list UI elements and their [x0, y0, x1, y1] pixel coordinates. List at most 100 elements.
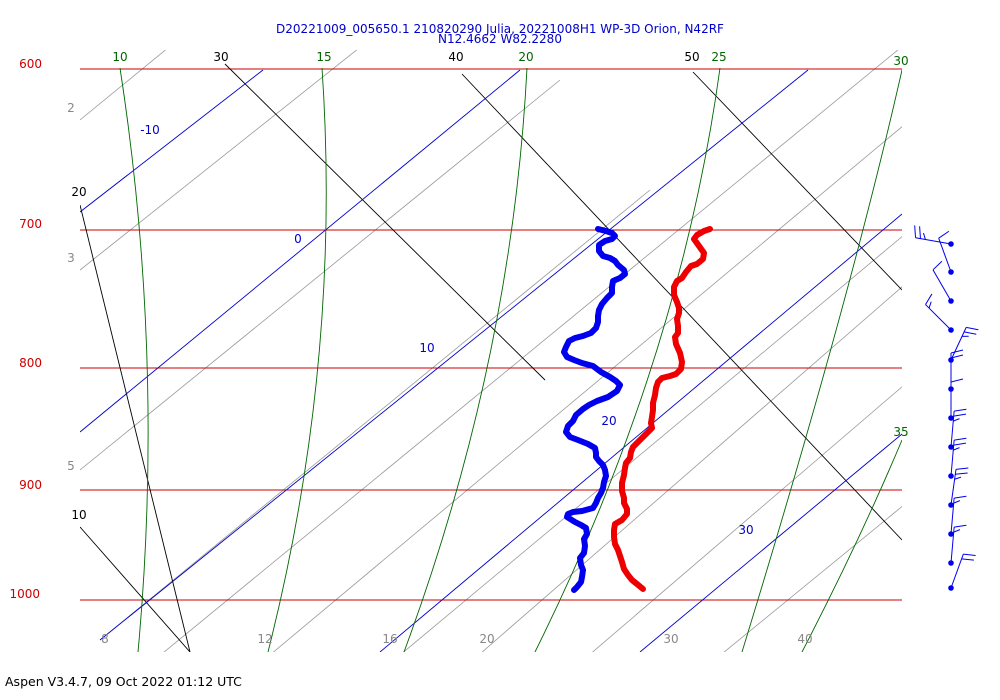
wind-barb-feather [923, 232, 926, 240]
isotherm-line [80, 204, 191, 652]
mixing-ratio-line [592, 386, 902, 652]
adiabat-label-20: 20 [518, 50, 533, 64]
wind-barb-feather [954, 495, 967, 499]
mixing-label-30: 30 [663, 632, 678, 646]
temperature-labels: 30 40 50 20 10 [71, 50, 699, 522]
isotherm-line-blue [379, 213, 902, 652]
wind-barb-feather [932, 260, 943, 271]
temp-label-50: 50 [684, 50, 699, 64]
pressure-label-800: 800 [19, 356, 42, 370]
dry-adiabat [741, 69, 902, 652]
adiabat-label-15: 15 [316, 50, 331, 64]
mixing-label-16: 16 [382, 632, 397, 646]
isotherm-line [461, 73, 902, 541]
isotherm-label-minus10: -10 [140, 123, 160, 137]
wind-barb-feather [938, 230, 950, 239]
mixing-ratio-line [402, 236, 902, 652]
mixing-ratio-line [163, 50, 899, 652]
wind-barb-feather [964, 331, 977, 335]
wind-barb [948, 349, 964, 392]
sounding-profiles [561, 226, 713, 593]
wind-barb-feather [953, 529, 961, 533]
wind-barb-staff [925, 304, 952, 331]
isotherm-label-10: 10 [419, 341, 434, 355]
wind-barb-staff [932, 269, 952, 302]
wind-barb-staff [950, 440, 955, 477]
wind-barb-feather [955, 472, 968, 475]
wind-barb-feather [961, 558, 974, 561]
mixing-label-20: 20 [479, 632, 494, 646]
wind-barb-feather [954, 524, 967, 528]
wind-barb-staff [915, 237, 952, 245]
adiabat-label-30: 30 [893, 54, 908, 68]
adiabat-label-35: 35 [893, 425, 908, 439]
isobar-lines [80, 68, 902, 601]
isotherm-line-blue [80, 69, 521, 433]
wind-barb-feather [963, 553, 976, 556]
wind-barb-feather [914, 225, 917, 238]
wind-barb [914, 225, 954, 247]
wind-barb-feather [955, 467, 969, 470]
dry-adiabat [534, 67, 721, 652]
wind-barb-feather [954, 408, 967, 412]
mixing-ratio-line [99, 189, 651, 641]
wind-barb-feather [919, 226, 921, 239]
green-curves [119, 67, 902, 652]
isotherm-line-blue [80, 69, 264, 213]
wind-barb-feather [950, 378, 964, 383]
black-diagonals [80, 63, 902, 652]
wind-barb-staff [950, 527, 955, 564]
isotherm-label-30: 30 [738, 523, 753, 537]
dry-adiabat [403, 67, 528, 652]
pressure-label-1000: 1000 [9, 587, 40, 601]
isotherm-labels: -10 0 10 20 30 [140, 123, 753, 537]
mixing-ratio-line [481, 286, 902, 652]
wind-barb-feather [950, 349, 964, 354]
temperature-profile [611, 226, 713, 592]
mixing-label-3: 3 [67, 251, 75, 265]
mixing-label-40: 40 [797, 632, 812, 646]
wind-barb [948, 467, 969, 508]
adiabat-label-10: 10 [112, 50, 127, 64]
adiabat-label-25: 25 [711, 50, 726, 64]
wind-barb [948, 524, 967, 566]
pressure-label-600: 600 [19, 57, 42, 71]
dry-adiabat [801, 439, 902, 652]
wind-barb-feather [953, 447, 960, 451]
wind-barbs [914, 225, 979, 591]
grid-layer [80, 50, 902, 652]
mixing-ratio-line [723, 506, 902, 652]
temp-label-20: 20 [71, 185, 86, 199]
mixing-label-8: 8 [101, 632, 109, 646]
wind-barb-feather [953, 500, 961, 504]
wind-barb-feather [928, 301, 932, 309]
wind-barb-staff [950, 327, 967, 361]
mixing-label-5: 5 [67, 459, 75, 473]
wind-barb [948, 408, 967, 450]
blue-diagonals [80, 69, 902, 652]
wind-barb-staff [950, 411, 955, 448]
wind-barb [948, 553, 976, 591]
pressure-label-700: 700 [19, 217, 42, 231]
isotherm-line-blue [639, 433, 902, 652]
wind-barb [938, 230, 954, 275]
wind-barb-feather [954, 476, 962, 480]
temp-label-30: 30 [213, 50, 228, 64]
mixing-ratio-line [80, 50, 358, 271]
temp-label-10: 10 [71, 508, 86, 522]
mixing-ratio-line [80, 50, 167, 121]
isotherm-label-0: 0 [294, 232, 302, 246]
isotherm-label-20: 20 [601, 414, 616, 428]
mixing-ratio-lines [80, 50, 902, 652]
isotherm-line [692, 71, 902, 291]
mixing-ratio-line [80, 79, 561, 471]
wind-barb-feather [953, 442, 966, 446]
wind-barb-feather [925, 293, 933, 305]
wind-barb-staff [938, 238, 952, 273]
wind-barb-staff [950, 554, 964, 589]
footer-info: Aspen V3.4.7, 09 Oct 2022 01:12 UTC [5, 674, 242, 689]
pressure-label-900: 900 [19, 478, 42, 492]
wind-barb-feather [966, 326, 979, 331]
wind-barb [948, 437, 967, 479]
